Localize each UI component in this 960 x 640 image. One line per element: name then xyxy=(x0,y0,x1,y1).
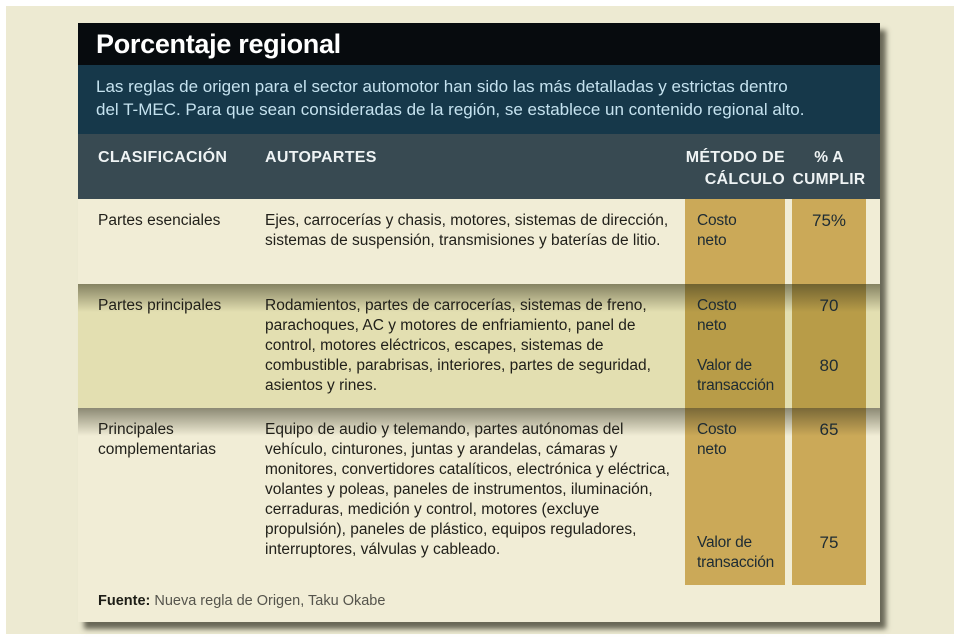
pct-value: 65 xyxy=(819,420,839,439)
intro-text: Las reglas de origen para el sector auto… xyxy=(78,65,880,134)
source-line: Fuente: Nueva regla de Origen, Taku Okabe xyxy=(78,585,880,622)
metodo-pair: Valor de transacción 75 xyxy=(685,533,880,573)
metodo-column-bg xyxy=(685,199,785,284)
metodo-pct-section: Costo neto 75% xyxy=(685,199,880,284)
header-gap xyxy=(785,147,792,199)
header-right-pad xyxy=(866,147,880,199)
table-row-principales-complementarias: Principales complementarias Equipo de au… xyxy=(78,408,880,585)
autopartes-cell: Rodamientos, partes de carrocerías, sist… xyxy=(265,297,651,394)
header-clasificacion: CLASIFICACIÓN xyxy=(98,149,228,166)
table-row-partes-principales: Partes principales Rodamientos, partes d… xyxy=(78,284,880,408)
clasificacion-cell: Partes principales xyxy=(98,297,222,314)
header-cumplir: % A CUMPLIR xyxy=(792,147,866,199)
header-metodo-line2: CÁLCULO xyxy=(704,171,785,188)
metodo-pairs: Costo neto 70 Valor de transacción 80 xyxy=(685,284,880,408)
metodo-pair: Costo neto 75% xyxy=(685,211,880,251)
metodo-column-bg xyxy=(685,408,785,585)
title-bar: Porcentaje regional xyxy=(78,23,880,65)
header-cumplir-line2: CUMPLIR xyxy=(792,171,866,188)
metodo-value: Valor de transacción xyxy=(697,357,775,394)
table-header: CLASIFICACIÓN AUTOPARTES MÉTODO DE CÁLCU… xyxy=(78,134,880,199)
intro-line-1: Las reglas de origen para el sector auto… xyxy=(96,77,788,96)
header-metodo-line1: MÉTODO DE xyxy=(685,149,785,166)
metodo-pair: Costo neto 65 xyxy=(685,420,880,460)
metodo-pairs: Costo neto 65 Valor de transacción 75 xyxy=(685,408,880,585)
metodo-pct-section: Costo neto 65 Valor de transacción 75 xyxy=(685,408,880,585)
header-autopartes: AUTOPARTES xyxy=(265,149,377,166)
clasificacion-cell: Partes esenciales xyxy=(98,212,221,229)
pct-column-bg xyxy=(792,199,866,284)
source-label: Fuente: xyxy=(98,593,151,609)
metodo-value: Valor de transacción xyxy=(697,534,775,571)
header-metodo: MÉTODO DE CÁLCULO xyxy=(685,147,785,199)
table-row-partes-esenciales: Partes esenciales Ejes, carrocerías y ch… xyxy=(78,199,880,284)
metodo-value: Costo neto xyxy=(697,421,737,458)
pct-value: 75% xyxy=(811,211,847,230)
pct-column-bg xyxy=(792,408,866,585)
intro-line-2: del T-MEC. Para que sean consideradas de… xyxy=(96,100,805,119)
metodo-value: Costo neto xyxy=(697,212,737,249)
clasificacion-cell: Principales complementarias xyxy=(98,421,217,458)
metodo-pair: Valor de transacción 80 xyxy=(685,356,880,396)
pct-value: 75 xyxy=(819,533,839,552)
source-text: Nueva regla de Origen, Taku Okabe xyxy=(154,593,386,609)
header-cumplir-line1: % A xyxy=(814,149,844,166)
autopartes-cell: Ejes, carrocerías y chasis, motores, sis… xyxy=(265,212,669,249)
metodo-pair: Costo neto 70 xyxy=(685,296,880,336)
pct-value: 70 xyxy=(819,296,839,315)
metodo-value: Costo neto xyxy=(697,297,737,334)
autopartes-cell: Equipo de audio y telemando, partes autó… xyxy=(265,421,670,558)
infographic-card: Porcentaje regional Las reglas de origen… xyxy=(78,23,880,622)
pct-value: 80 xyxy=(819,356,839,375)
page-title: Porcentaje regional xyxy=(96,28,341,59)
metodo-pct-section: Costo neto 70 Valor de transacción 80 xyxy=(685,284,880,408)
metodo-pairs: Costo neto 75% xyxy=(685,199,880,284)
